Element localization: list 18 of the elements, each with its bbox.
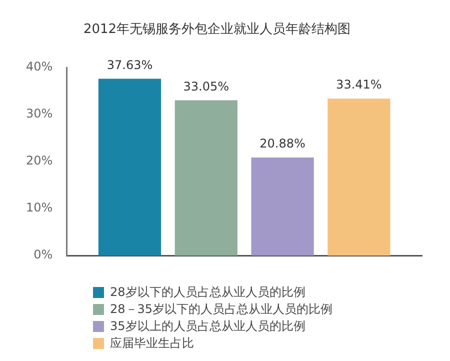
legend-label: 28－35岁以下的人员占总从业人员的比例: [110, 301, 333, 318]
y-tick-label: 10%: [26, 200, 53, 215]
y-tick-label: 0%: [34, 248, 53, 262]
bar: [174, 100, 238, 256]
y-tick-label: 40%: [26, 60, 53, 74]
bar: [328, 98, 390, 256]
bar: [98, 78, 162, 256]
y-tick-label: 30%: [26, 106, 53, 121]
data-label: 33.05%: [183, 79, 230, 94]
chart-title: 2012年无锡服务外包企业就业人员年龄结构图: [83, 22, 351, 38]
data-label: 20.88%: [260, 136, 306, 151]
bar: [251, 157, 314, 256]
data-label: 33.41%: [336, 78, 382, 92]
data-label: 37.63%: [106, 58, 153, 72]
legend-label: 应届毕业生占比: [110, 335, 194, 352]
legend-label: 35岁以上的人员占总从业人员的比例: [110, 318, 306, 335]
legend-label: 28岁以下的人员占总从业人员的比例: [110, 284, 306, 301]
y-tick-label: 20%: [26, 154, 53, 168]
